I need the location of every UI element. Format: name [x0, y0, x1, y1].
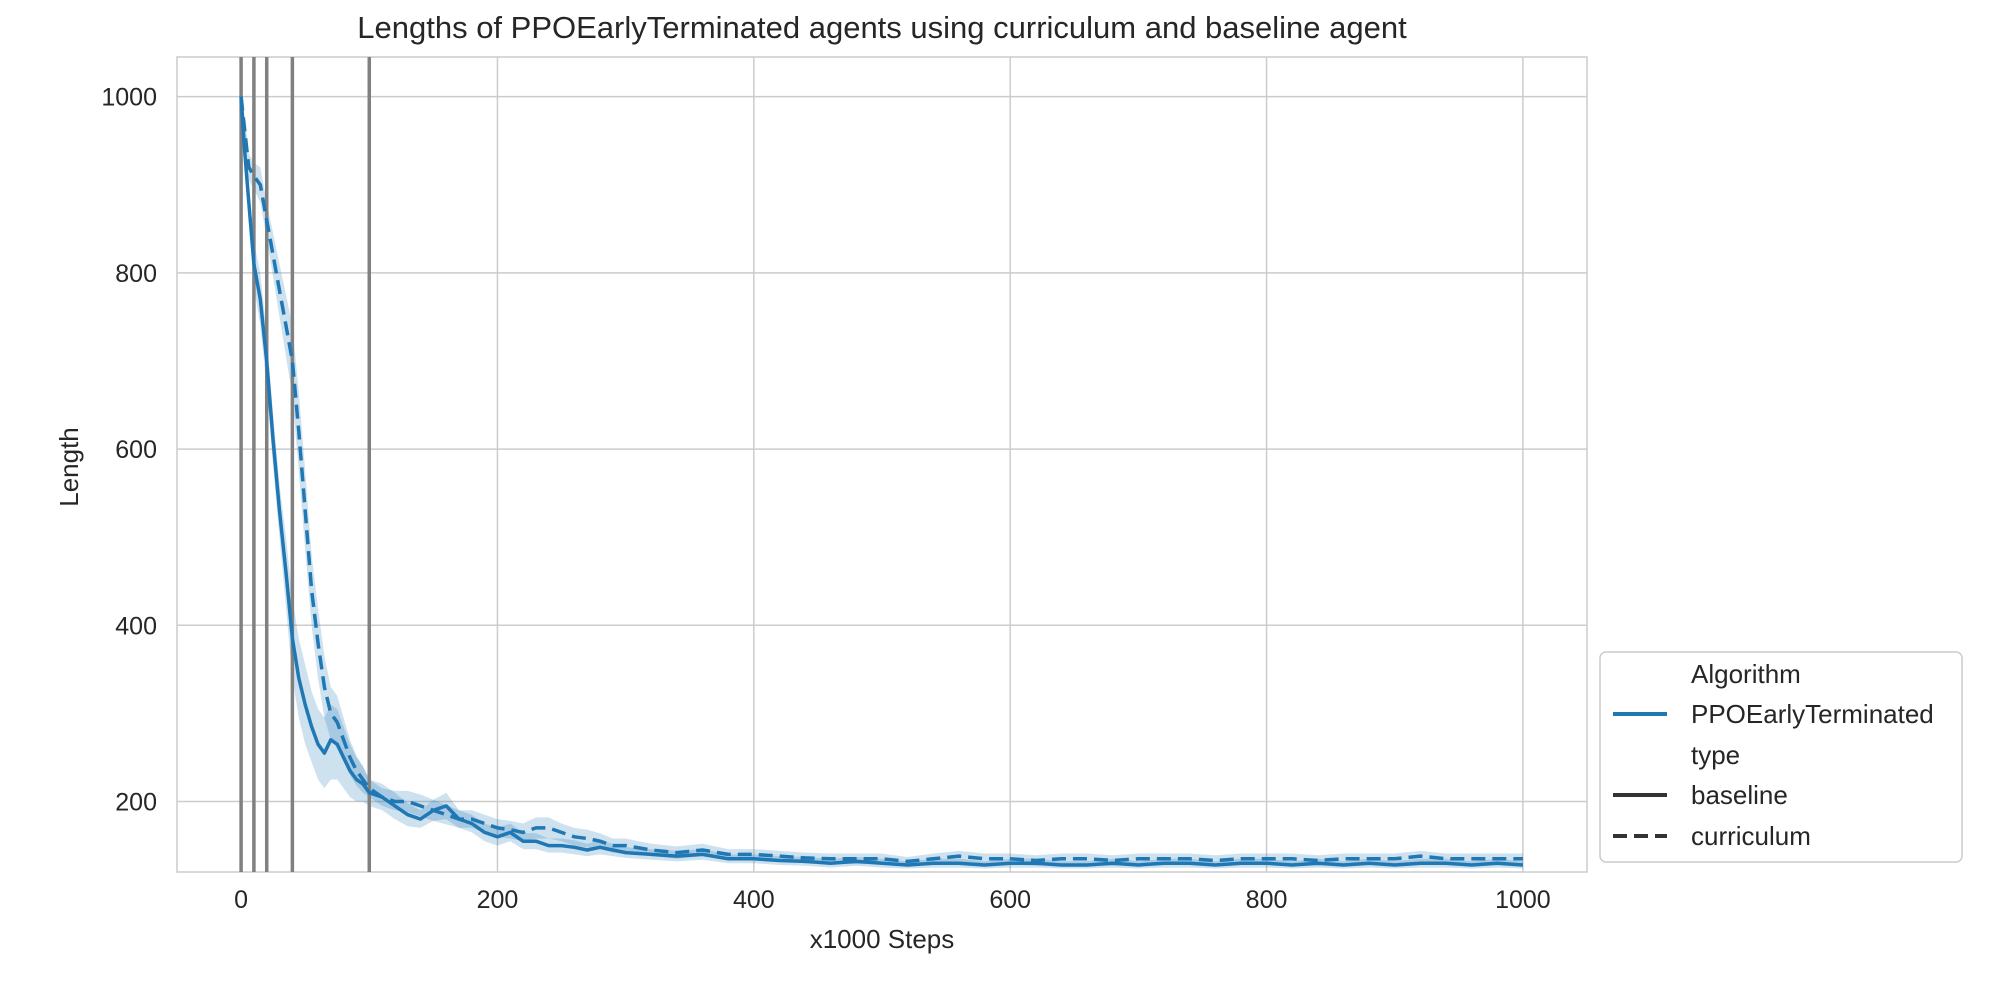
legend-box: [1599, 651, 1963, 863]
plot-area: [176, 56, 1588, 873]
y-tick-label: 200: [115, 789, 157, 817]
y-tick-label: 800: [115, 260, 157, 288]
y-tick-label: 600: [115, 436, 157, 464]
plot-background: [176, 56, 1588, 873]
x-tick-label: 600: [989, 886, 1031, 914]
chart-title: Lengths of PPOEarlyTerminated agents usi…: [357, 10, 1407, 45]
x-axis-ticks: 0 200 400 600 800 1000: [234, 886, 1551, 914]
x-axis-label: x1000 Steps: [810, 924, 955, 954]
y-tick-label: 400: [115, 612, 157, 640]
x-tick-label: 200: [477, 886, 519, 914]
y-axis-label: Length: [54, 427, 84, 507]
series-line-baseline: [239, 96, 1524, 867]
x-tick-label: 0: [234, 886, 248, 914]
legend-title-algorithm: Algorithm: [1691, 659, 1801, 689]
legend-entry-baseline: baseline: [1691, 780, 1788, 810]
x-tick-label: 800: [1246, 886, 1288, 914]
series-lines: [239, 96, 1524, 867]
x-tick-label: 1000: [1495, 886, 1551, 914]
x-tick-label: 400: [733, 886, 775, 914]
legend-entry-algorithm: PPOEarlyTerminated: [1691, 699, 1934, 729]
y-axis-ticks: 200 400 600 800 1000: [101, 84, 157, 817]
legend: Algorithm PPOEarlyTerminated type baseli…: [1599, 651, 1963, 863]
y-tick-label: 1000: [101, 84, 157, 112]
legend-title-type: type: [1691, 740, 1740, 770]
stage-markers: [239, 57, 372, 872]
legend-entry-curriculum: curriculum: [1691, 821, 1811, 851]
series-line-curriculum: [239, 96, 1523, 864]
